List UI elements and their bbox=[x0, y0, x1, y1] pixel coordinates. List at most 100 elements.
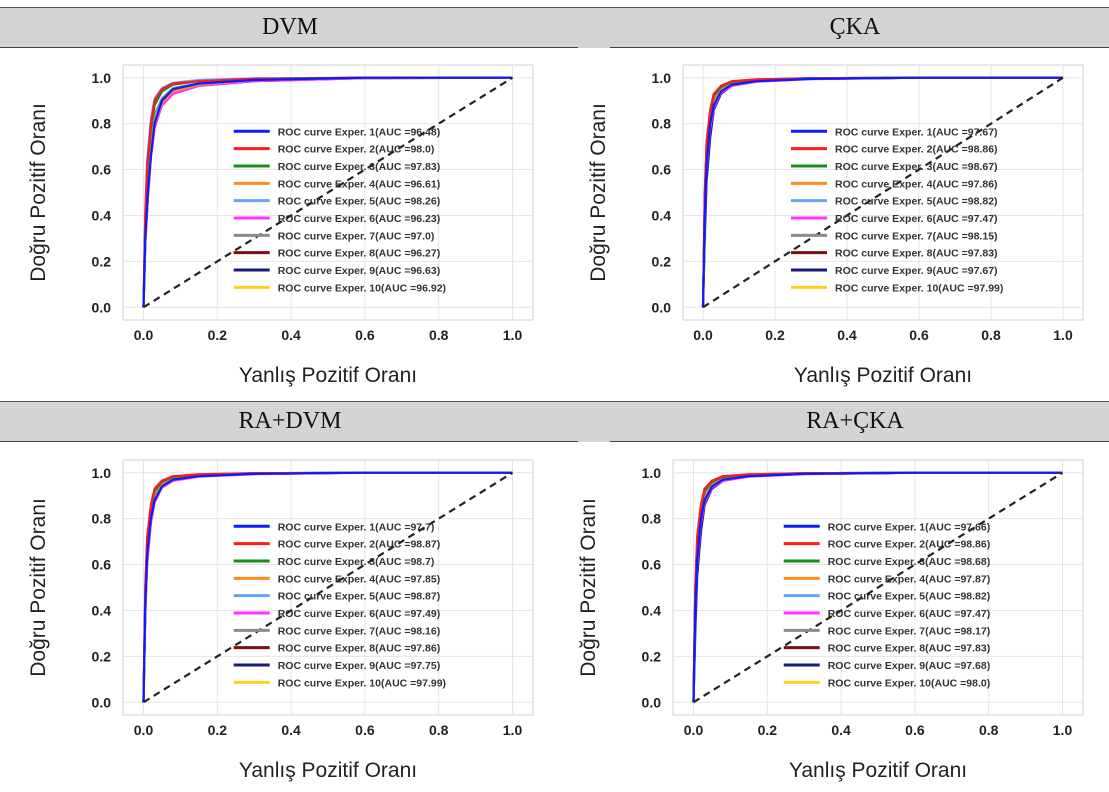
header-bar-row-1 bbox=[0, 7, 1109, 48]
legend-label-3: ROC curve Exper. 3(AUC =97.83) bbox=[278, 161, 441, 173]
x-tick-label: 0.6 bbox=[905, 722, 925, 738]
legend-label-1: ROC curve Exper. 1(AUC =96.48) bbox=[278, 126, 441, 138]
x-tick-label: 1.0 bbox=[503, 722, 523, 738]
y-tick-label: 0.0 bbox=[652, 299, 672, 315]
y-axis-label: Doğru Pozitif Oranı bbox=[27, 103, 50, 282]
legend-label-10: ROC curve Exper. 10(AUC =98.0) bbox=[828, 677, 991, 689]
roc-curve-1 bbox=[142, 76, 513, 308]
legend-label-6: ROC curve Exper. 6(AUC =97.47) bbox=[828, 608, 991, 620]
x-axis-label: Yanlış Pozitif Oranı bbox=[239, 364, 417, 387]
legend-label-7: ROC curve Exper. 7(AUC =98.17) bbox=[828, 625, 991, 637]
panel-title-cka: ÇKA bbox=[829, 14, 881, 40]
x-tick-label: 0.6 bbox=[909, 327, 929, 343]
x-tick-label: 1.0 bbox=[1053, 722, 1073, 738]
y-tick-label: 0.2 bbox=[642, 648, 662, 664]
x-tick-label: 0.8 bbox=[429, 722, 449, 738]
x-tick-label: 0.0 bbox=[693, 327, 713, 343]
y-tick-label: 0.6 bbox=[92, 162, 112, 178]
legend-label-5: ROC curve Exper. 5(AUC =98.87) bbox=[278, 591, 441, 603]
legend-label-5: ROC curve Exper. 5(AUC =98.26) bbox=[278, 196, 441, 208]
panel-title-ra-cka: RA+ÇKA bbox=[806, 408, 904, 434]
header-bar-row-2 bbox=[0, 401, 1109, 442]
legend-label-1: ROC curve Exper. 1(AUC =97.66) bbox=[828, 521, 991, 533]
x-tick-label: 0.2 bbox=[758, 722, 778, 738]
legend-label-9: ROC curve Exper. 9(AUC =96.63) bbox=[278, 265, 441, 277]
legend-label-9: ROC curve Exper. 9(AUC =97.75) bbox=[278, 660, 441, 672]
y-tick-label: 0.6 bbox=[92, 557, 112, 573]
legend-label-5: ROC curve Exper. 5(AUC =98.82) bbox=[828, 591, 991, 603]
legend-label-5: ROC curve Exper. 5(AUC =98.82) bbox=[835, 196, 998, 208]
y-tick-label: 0.6 bbox=[642, 557, 662, 573]
legend-label-8: ROC curve Exper. 8(AUC =97.83) bbox=[835, 248, 998, 260]
legend-label-3: ROC curve Exper. 3(AUC =98.68) bbox=[828, 556, 991, 568]
y-tick-label: 0.4 bbox=[642, 602, 662, 618]
roc-chart-dvm: 0.0 0.2 0.4 0.6 0.8 1.0 0.0 0.2 0.4 0.6 0.8 1.0 ROC … bbox=[27, 64, 534, 387]
chance-diagonal-line bbox=[142, 76, 514, 309]
y-axis-label: Doğru Pozitif Oranı bbox=[577, 498, 600, 677]
legend-label-4: ROC curve Exper. 4(AUC =97.85) bbox=[278, 573, 441, 585]
header-rule-left-2 bbox=[0, 441, 578, 442]
legend-label-8: ROC curve Exper. 8(AUC =97.86) bbox=[278, 643, 441, 655]
x-axis-label: Yanlış Pozitif Oranı bbox=[794, 364, 972, 387]
y-tick-label: 0.8 bbox=[642, 511, 662, 527]
roc-chart-ra-dvm: 0.0 0.2 0.4 0.6 0.8 1.0 0.0 0.2 0.4 0.6 0.8 1.0 ROC … bbox=[27, 459, 534, 782]
y-tick-label: 0.8 bbox=[92, 511, 112, 527]
legend-label-8: ROC curve Exper. 8(AUC =97.83) bbox=[828, 643, 991, 655]
legend-label-4: ROC curve Exper. 4(AUC =96.61) bbox=[278, 178, 441, 190]
x-tick-label: 0.8 bbox=[979, 722, 999, 738]
chance-diagonal-line bbox=[142, 471, 514, 704]
legend-label-9: ROC curve Exper. 9(AUC =97.68) bbox=[828, 660, 991, 672]
y-tick-label: 0.2 bbox=[652, 253, 672, 269]
legend-label-3: ROC curve Exper. 3(AUC =98.67) bbox=[835, 161, 998, 173]
panel-title-ra-dvm: RA+DVM bbox=[238, 408, 342, 434]
roc-curve-1 bbox=[701, 76, 1063, 308]
legend-label-7: ROC curve Exper. 7(AUC =98.16) bbox=[278, 625, 441, 637]
y-tick-label: 0.0 bbox=[92, 299, 112, 315]
legend-label-8: ROC curve Exper. 8(AUC =96.27) bbox=[278, 248, 441, 260]
chance-diagonal-line bbox=[692, 471, 1064, 704]
legend-label-7: ROC curve Exper. 7(AUC =97.0) bbox=[278, 230, 435, 242]
y-tick-label: 0.4 bbox=[92, 207, 112, 223]
x-tick-label: 0.6 bbox=[355, 722, 375, 738]
y-tick-label: 0.2 bbox=[92, 648, 112, 664]
y-tick-label: 0.2 bbox=[92, 253, 112, 269]
legend-label-1: ROC curve Exper. 1(AUC =97.67) bbox=[835, 126, 998, 138]
legend-label-2: ROC curve Exper. 2(AUC =98.86) bbox=[828, 539, 991, 551]
y-tick-label: 0.4 bbox=[652, 207, 672, 223]
x-tick-label: 0.8 bbox=[429, 327, 449, 343]
roc-curve-1 bbox=[142, 471, 513, 703]
roc-chart-ra-cka: 0.0 0.2 0.4 0.6 0.8 1.0 0.0 0.2 0.4 0.6 0.8 1.0 ROC … bbox=[577, 459, 1084, 782]
y-tick-label: 1.0 bbox=[92, 465, 112, 481]
x-tick-label: 0.0 bbox=[134, 722, 154, 738]
legend-label-2: ROC curve Exper. 2(AUC =98.86) bbox=[835, 144, 998, 156]
header-rule-right-2 bbox=[610, 441, 1109, 442]
legend-label-2: ROC curve Exper. 2(AUC =98.87) bbox=[278, 539, 441, 551]
y-tick-label: 0.8 bbox=[652, 116, 672, 132]
y-tick-label: 1.0 bbox=[92, 70, 112, 86]
x-tick-label: 1.0 bbox=[503, 327, 523, 343]
y-tick-label: 0.6 bbox=[652, 162, 672, 178]
roc-curve-1 bbox=[692, 471, 1063, 703]
legend-label-3: ROC curve Exper. 3(AUC =98.7) bbox=[278, 556, 435, 568]
y-tick-label: 0.8 bbox=[92, 116, 112, 132]
y-tick-label: 0.0 bbox=[642, 694, 662, 710]
legend-label-9: ROC curve Exper. 9(AUC =97.67) bbox=[835, 265, 998, 277]
x-axis-label: Yanlış Pozitif Oranı bbox=[789, 759, 967, 782]
legend-label-10: ROC curve Exper. 10(AUC =97.99) bbox=[835, 282, 1003, 294]
legend-label-10: ROC curve Exper. 10(AUC =97.99) bbox=[278, 677, 446, 689]
header-rule-left-1 bbox=[0, 47, 578, 48]
y-axis-label: Doğru Pozitif Oranı bbox=[27, 498, 50, 677]
x-tick-label: 0.0 bbox=[684, 722, 704, 738]
y-tick-label: 1.0 bbox=[652, 70, 672, 86]
y-tick-label: 0.0 bbox=[92, 694, 112, 710]
header-rule-right-1 bbox=[610, 47, 1109, 48]
legend-label-10: ROC curve Exper. 10(AUC =96.92) bbox=[278, 282, 446, 294]
x-tick-label: 0.4 bbox=[281, 327, 301, 343]
legend-label-6: ROC curve Exper. 6(AUC =96.23) bbox=[278, 213, 441, 225]
x-tick-label: 0.2 bbox=[208, 722, 228, 738]
y-tick-label: 0.4 bbox=[92, 602, 112, 618]
panel-title-dvm: DVM bbox=[261, 14, 318, 40]
legend-label-6: ROC curve Exper. 6(AUC =97.49) bbox=[278, 608, 441, 620]
plot-area bbox=[682, 64, 1084, 321]
legend-label-4: ROC curve Exper. 4(AUC =97.86) bbox=[835, 178, 998, 190]
